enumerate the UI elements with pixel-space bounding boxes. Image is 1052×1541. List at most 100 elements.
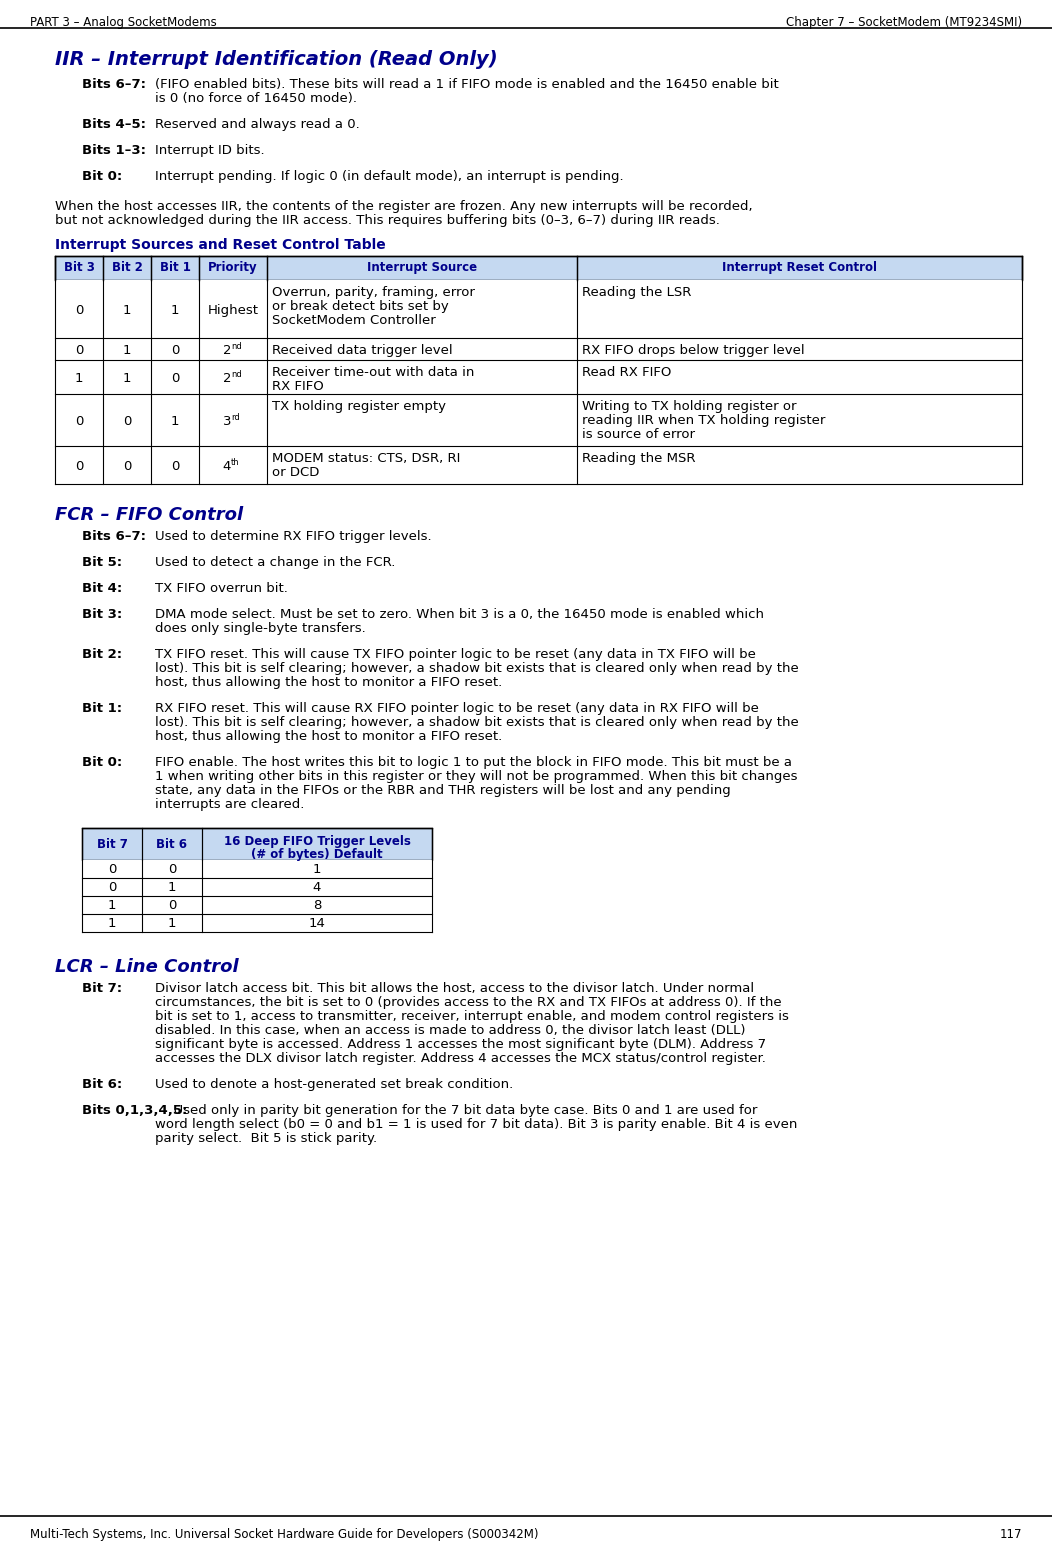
Text: 1: 1 [123, 304, 132, 317]
Text: Bit 6: Bit 6 [157, 838, 187, 851]
Text: Overrun, parity, framing, error: Overrun, parity, framing, error [272, 287, 474, 299]
Bar [82, 914, 432, 932]
Text: Bit 1: Bit 1 [160, 260, 190, 274]
Text: Writing to TX holding register or: Writing to TX holding register or [582, 401, 796, 413]
Text: 0: 0 [75, 304, 83, 317]
Text: but not acknowledged during the IIR access. This requires buffering bits (0–3, 6: but not acknowledged during the IIR acce… [55, 214, 720, 227]
Text: Interrupt Source: Interrupt Source [367, 260, 477, 274]
Text: lost). This bit is self clearing; however, a shadow bit exists that is cleared o: lost). This bit is self clearing; howeve… [155, 717, 798, 729]
Text: nd: nd [231, 370, 242, 379]
Text: RX FIFO: RX FIFO [272, 381, 324, 393]
Text: Bit 4:: Bit 4: [82, 582, 122, 595]
Text: or DCD: or DCD [272, 465, 320, 479]
Text: word length select (b0 = 0 and b1 = 1 is used for 7 bit data). Bit 3 is parity e: word length select (b0 = 0 and b1 = 1 is… [155, 1119, 797, 1131]
Text: Bit 3: Bit 3 [63, 260, 95, 274]
Text: 117: 117 [999, 1529, 1021, 1541]
Text: 1: 1 [107, 917, 117, 931]
Text: Bits 4–5:: Bits 4–5: [82, 119, 146, 131]
Text: Chapter 7 – SocketModem (MT9234SMI): Chapter 7 – SocketModem (MT9234SMI) [786, 15, 1021, 29]
Bar [55, 280, 1021, 337]
Text: (FIFO enabled bits). These bits will read a 1 if FIFO mode is enabled and the 16: (FIFO enabled bits). These bits will rea… [155, 79, 778, 91]
Text: 2: 2 [223, 371, 231, 385]
Text: 0: 0 [75, 461, 83, 473]
Text: 1 when writing other bits in this register or they will not be programmed. When : 1 when writing other bits in this regist… [155, 770, 797, 783]
Text: TX holding register empty: TX holding register empty [272, 401, 446, 413]
Text: 1: 1 [123, 344, 132, 358]
Text: PART 3 – Analog SocketModems: PART 3 – Analog SocketModems [31, 15, 217, 29]
Text: Reading the LSR: Reading the LSR [582, 287, 691, 299]
Text: Bit 7: Bit 7 [97, 838, 127, 851]
Bar [82, 860, 432, 878]
Bar [82, 828, 432, 860]
Text: Bit 6:: Bit 6: [82, 1079, 122, 1091]
Text: 16 Deep FIFO Trigger Levels: 16 Deep FIFO Trigger Levels [224, 835, 410, 848]
Text: 0: 0 [170, 461, 179, 473]
Text: 0: 0 [107, 881, 116, 894]
Bar [55, 445, 1021, 484]
Text: host, thus allowing the host to monitor a FIFO reset.: host, thus allowing the host to monitor … [155, 730, 502, 743]
Text: 1: 1 [123, 371, 132, 385]
Text: IIR – Interrupt Identification (Read Only): IIR – Interrupt Identification (Read Onl… [55, 49, 498, 69]
Bar [82, 895, 432, 914]
Text: is 0 (no force of 16450 mode).: is 0 (no force of 16450 mode). [155, 92, 357, 105]
Text: 1: 1 [167, 881, 177, 894]
Text: TX FIFO reset. This will cause TX FIFO pointer logic to be reset (any data in TX: TX FIFO reset. This will cause TX FIFO p… [155, 649, 756, 661]
Text: Bit 7:: Bit 7: [82, 982, 122, 995]
Text: (# of bytes) Default: (# of bytes) Default [251, 848, 383, 861]
Text: Bit 0:: Bit 0: [82, 170, 122, 183]
Text: 4: 4 [223, 461, 231, 473]
Text: 0: 0 [107, 863, 116, 875]
Text: interrupts are cleared.: interrupts are cleared. [155, 798, 304, 811]
Text: FIFO enable. The host writes this bit to logic 1 to put the block in FIFO mode. : FIFO enable. The host writes this bit to… [155, 757, 792, 769]
Text: rd: rd [231, 413, 240, 422]
Text: 0: 0 [123, 461, 132, 473]
Text: significant byte is accessed. Address 1 accesses the most significant byte (DLM): significant byte is accessed. Address 1 … [155, 1039, 766, 1051]
Text: 0: 0 [168, 863, 176, 875]
Text: Read RX FIFO: Read RX FIFO [582, 367, 671, 379]
Text: TX FIFO overrun bit.: TX FIFO overrun bit. [155, 582, 288, 595]
Text: Bit 1:: Bit 1: [82, 703, 122, 715]
Text: Priority: Priority [208, 260, 258, 274]
Text: Bit 2:: Bit 2: [82, 649, 122, 661]
Text: 1: 1 [312, 863, 321, 875]
Text: Multi-Tech Systems, Inc. Universal Socket Hardware Guide for Developers (S000342: Multi-Tech Systems, Inc. Universal Socke… [31, 1529, 539, 1541]
Text: When the host accesses IIR, the contents of the register are frozen. Any new int: When the host accesses IIR, the contents… [55, 200, 752, 213]
Text: is source of error: is source of error [582, 428, 695, 441]
Bar [55, 394, 1021, 445]
Text: Used to detect a change in the FCR.: Used to detect a change in the FCR. [155, 556, 396, 569]
Text: 3: 3 [223, 415, 231, 428]
Text: parity select.  Bit 5 is stick parity.: parity select. Bit 5 is stick parity. [155, 1133, 377, 1145]
Bar [55, 256, 1021, 280]
Text: does only single-byte transfers.: does only single-byte transfers. [155, 623, 366, 635]
Text: reading IIR when TX holding register: reading IIR when TX holding register [582, 415, 826, 427]
Text: Interrupt ID bits.: Interrupt ID bits. [155, 143, 265, 157]
Text: accesses the DLX divisor latch register. Address 4 accesses the MCX status/contr: accesses the DLX divisor latch register.… [155, 1053, 766, 1065]
Text: Highest: Highest [207, 304, 259, 317]
Text: LCR – Line Control: LCR – Line Control [55, 959, 239, 975]
Text: 1: 1 [167, 917, 177, 931]
Text: FCR – FIFO Control: FCR – FIFO Control [55, 505, 243, 524]
Text: Used to determine RX FIFO trigger levels.: Used to determine RX FIFO trigger levels… [155, 530, 431, 542]
Text: 0: 0 [75, 344, 83, 358]
Text: 0: 0 [170, 344, 179, 358]
Text: disabled. In this case, when an access is made to address 0, the divisor latch l: disabled. In this case, when an access i… [155, 1025, 746, 1037]
Bar [82, 878, 432, 895]
Text: 1: 1 [170, 304, 179, 317]
Text: lost). This bit is self clearing; however, a shadow bit exists that is cleared o: lost). This bit is self clearing; howeve… [155, 663, 798, 675]
Text: Divisor latch access bit. This bit allows the host, access to the divisor latch.: Divisor latch access bit. This bit allow… [155, 982, 754, 995]
Text: Bit 0:: Bit 0: [82, 757, 122, 769]
Text: Bit 2: Bit 2 [112, 260, 142, 274]
Text: 1: 1 [107, 898, 117, 912]
Text: Used to denote a host-generated set break condition.: Used to denote a host-generated set brea… [155, 1079, 513, 1091]
Text: Interrupt Reset Control: Interrupt Reset Control [722, 260, 877, 274]
Text: Bits 6–7:: Bits 6–7: [82, 530, 146, 542]
Text: host, thus allowing the host to monitor a FIFO reset.: host, thus allowing the host to monitor … [155, 676, 502, 689]
Text: Reading the MSR: Reading the MSR [582, 452, 695, 465]
Text: circumstances, the bit is set to 0 (provides access to the RX and TX FIFOs at ad: circumstances, the bit is set to 0 (prov… [155, 995, 782, 1009]
Text: Bits 0,1,3,4,5:: Bits 0,1,3,4,5: [82, 1103, 187, 1117]
Text: th: th [231, 458, 240, 467]
Text: 0: 0 [123, 415, 132, 428]
Text: bit is set to 1, access to transmitter, receiver, interrupt enable, and modem co: bit is set to 1, access to transmitter, … [155, 1009, 789, 1023]
Text: RX FIFO reset. This will cause RX FIFO pointer logic to be reset (any data in RX: RX FIFO reset. This will cause RX FIFO p… [155, 703, 758, 715]
Text: Bit 3:: Bit 3: [82, 609, 122, 621]
